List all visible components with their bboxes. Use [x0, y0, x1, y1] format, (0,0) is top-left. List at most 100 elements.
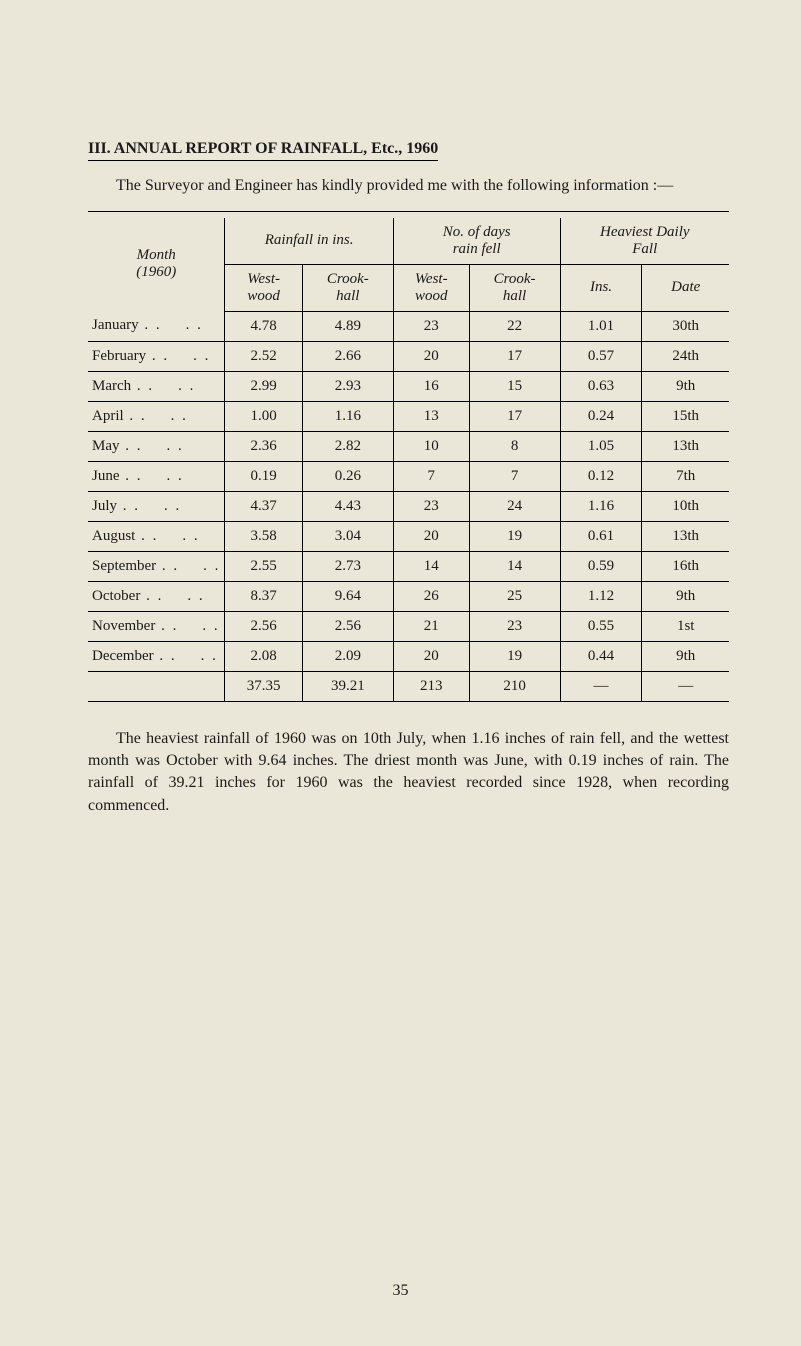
cell-ww_in: 2.52: [225, 341, 302, 371]
cell-hf_in: 1.01: [560, 311, 642, 341]
group-header-rainfall: Rainfall in ins.: [225, 218, 393, 265]
totals-blank: [88, 671, 225, 701]
sub-header-ins: Ins.: [560, 264, 642, 311]
sub-header-date: Date: [642, 264, 729, 311]
cell-hf_in: 0.12: [560, 461, 642, 491]
sub-header-westwood-2: West- wood: [393, 264, 469, 311]
table-row: November . .. .2.562.5621230.551st: [88, 611, 729, 641]
cell-hf_date: 7th: [642, 461, 729, 491]
cell-ch_in: 2.09: [302, 641, 393, 671]
cell-ww_in: 1.00: [225, 401, 302, 431]
cell-hf_date: 10th: [642, 491, 729, 521]
cell-ch_days: 25: [469, 581, 560, 611]
table-row: October . .. .8.379.6426251.129th: [88, 581, 729, 611]
month-cell: March . .. .: [88, 371, 225, 401]
cell-hf_date: 15th: [642, 401, 729, 431]
cell-ww_days: 26: [393, 581, 469, 611]
cell-ww_days: 21: [393, 611, 469, 641]
month-cell: April . .. .: [88, 401, 225, 431]
cell-ch_days: 23: [469, 611, 560, 641]
cell-ch_in: 9.64: [302, 581, 393, 611]
month-cell: September . .. .: [88, 551, 225, 581]
cell-hf_in: 0.59: [560, 551, 642, 581]
totals-hf-date: —: [642, 671, 729, 701]
table-top-rule: [88, 211, 729, 212]
month-header-l2: (1960): [136, 264, 176, 280]
table-body: January . .. .4.784.8923221.0130thFebrua…: [88, 311, 729, 671]
cell-ch_days: 7: [469, 461, 560, 491]
totals-ch-days: 210: [469, 671, 560, 701]
table-row: May . .. .2.362.821081.0513th: [88, 431, 729, 461]
cell-hf_date: 13th: [642, 521, 729, 551]
cell-ww_days: 13: [393, 401, 469, 431]
document-page: III. ANNUAL REPORT OF RAINFALL, Etc., 19…: [0, 0, 801, 1346]
month-cell: August . .. .: [88, 521, 225, 551]
cell-ch_in: 2.93: [302, 371, 393, 401]
cell-hf_in: 1.12: [560, 581, 642, 611]
cell-hf_in: 0.61: [560, 521, 642, 551]
cell-ww_days: 20: [393, 641, 469, 671]
cell-ww_days: 20: [393, 521, 469, 551]
table-row: April . .. .1.001.1613170.2415th: [88, 401, 729, 431]
cell-ww_in: 2.36: [225, 431, 302, 461]
cell-hf_in: 0.44: [560, 641, 642, 671]
cell-hf_date: 13th: [642, 431, 729, 461]
cell-ww_in: 2.08: [225, 641, 302, 671]
month-cell: May . .. .: [88, 431, 225, 461]
table-row: June . .. .0.190.26770.127th: [88, 461, 729, 491]
cell-hf_in: 0.55: [560, 611, 642, 641]
cell-ch_days: 19: [469, 641, 560, 671]
cell-hf_date: 16th: [642, 551, 729, 581]
month-header-l1: Month: [137, 247, 176, 263]
cell-hf_date: 9th: [642, 641, 729, 671]
cell-ww_in: 4.37: [225, 491, 302, 521]
cell-hf_date: 9th: [642, 581, 729, 611]
cell-hf_in: 0.24: [560, 401, 642, 431]
cell-ww_in: 0.19: [225, 461, 302, 491]
month-cell: July . .. .: [88, 491, 225, 521]
cell-ch_days: 8: [469, 431, 560, 461]
cell-ch_days: 14: [469, 551, 560, 581]
cell-ww_days: 20: [393, 341, 469, 371]
cell-hf_in: 0.57: [560, 341, 642, 371]
table-row: July . .. .4.374.4323241.1610th: [88, 491, 729, 521]
cell-ww_days: 23: [393, 491, 469, 521]
section-title: III. ANNUAL REPORT OF RAINFALL, Etc., 19…: [88, 140, 438, 161]
cell-ch_in: 3.04: [302, 521, 393, 551]
totals-ch-in: 39.21: [302, 671, 393, 701]
cell-ch_days: 19: [469, 521, 560, 551]
table-row: September . .. .2.552.7314140.5916th: [88, 551, 729, 581]
cell-hf_in: 1.05: [560, 431, 642, 461]
group-header-heaviest: Heaviest Daily Fall: [560, 218, 729, 265]
cell-ch_days: 15: [469, 371, 560, 401]
cell-hf_date: 24th: [642, 341, 729, 371]
cell-ww_days: 16: [393, 371, 469, 401]
cell-ww_in: 3.58: [225, 521, 302, 551]
cell-ww_days: 14: [393, 551, 469, 581]
month-cell: October . .. .: [88, 581, 225, 611]
cell-hf_in: 1.16: [560, 491, 642, 521]
cell-ch_in: 2.82: [302, 431, 393, 461]
cell-ch_in: 0.26: [302, 461, 393, 491]
cell-hf_in: 0.63: [560, 371, 642, 401]
sub-header-crookhall-1: Crook- hall: [302, 264, 393, 311]
month-header: Month (1960): [88, 218, 225, 312]
cell-ch_days: 22: [469, 311, 560, 341]
cell-ch_in: 2.66: [302, 341, 393, 371]
table-row: January . .. .4.784.8923221.0130th: [88, 311, 729, 341]
cell-ch_in: 2.73: [302, 551, 393, 581]
sub-header-westwood-1: West- wood: [225, 264, 302, 311]
cell-hf_date: 30th: [642, 311, 729, 341]
table-row: December . .. .2.082.0920190.449th: [88, 641, 729, 671]
cell-hf_date: 9th: [642, 371, 729, 401]
totals-ww-days: 213: [393, 671, 469, 701]
sub-header-crookhall-2: Crook- hall: [469, 264, 560, 311]
cell-ww_days: 10: [393, 431, 469, 461]
month-cell: November . .. .: [88, 611, 225, 641]
table-row: August . .. .3.583.0420190.6113th: [88, 521, 729, 551]
cell-ch_days: 17: [469, 401, 560, 431]
cell-ww_in: 2.56: [225, 611, 302, 641]
totals-row: 37.35 39.21 213 210 — —: [88, 671, 729, 701]
intro-paragraph: The Surveyor and Engineer has kindly pro…: [88, 175, 729, 197]
page-number: 35: [0, 1282, 801, 1300]
